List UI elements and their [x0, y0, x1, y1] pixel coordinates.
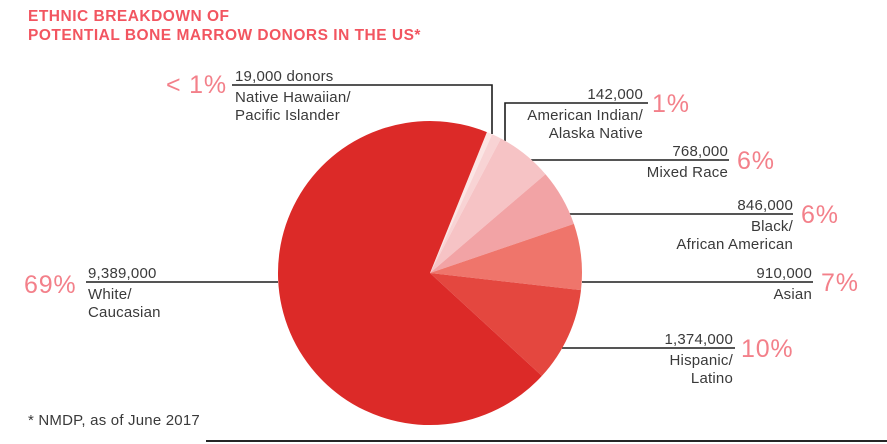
bottom-divider: [206, 440, 887, 442]
callout-hispanic-latino: 1,374,000 Hispanic/ Latino: [593, 331, 733, 388]
title-line-2: POTENTIAL BONE MARROW DONORS IN THE US*: [28, 27, 421, 44]
source-footnote: * NMDP, as of June 2017: [28, 412, 200, 429]
leader-line-american-indian-alaska-native: [504, 102, 648, 141]
slice-name-white-line1: White/: [88, 286, 132, 303]
callout-asian: 910,000 Asian: [682, 265, 812, 304]
slice-name-white-line2: Caucasian: [88, 304, 161, 321]
donor-count-native-hawaiian: 19,000 donors: [235, 68, 334, 85]
callout-white-caucasian: 9,389,000 White/ Caucasian: [88, 265, 248, 322]
percent-label-white-caucasian: 69%: [24, 271, 77, 299]
pie-slice-american-indian-alaska-native: [430, 134, 501, 273]
slice-name-mixed-race: Mixed Race: [646, 164, 728, 181]
callout-american-indian: 142,000 American Indian/ Alaska Native: [483, 86, 643, 143]
slice-name-american-indian-line1: American Indian/: [527, 107, 643, 124]
donor-count-mixed-race: 768,000: [672, 143, 728, 160]
pie-slice-black-african-american: [430, 174, 574, 273]
pie-slice-native-hawaiian-pacific-islander: [430, 132, 493, 273]
callout-black-african-american: 846,000 Black/ African American: [613, 197, 793, 254]
percent-label-black-african-american: 6%: [801, 201, 839, 229]
donor-count-asian: 910,000: [756, 265, 812, 282]
slice-name-native-hawaiian-line2: Pacific Islander: [235, 107, 340, 124]
percent-label-asian: 7%: [821, 269, 859, 297]
pie-slice-hispanic-latino: [430, 273, 581, 376]
percent-label-native-hawaiian: < 1%: [166, 71, 227, 99]
page-title: ETHNIC BREAKDOWN OF POTENTIAL BONE MARRO…: [28, 7, 421, 45]
donor-count-american-indian: 142,000: [587, 86, 643, 103]
pie-slice-white-caucasian: [277, 121, 542, 426]
percent-label-mixed-race: 6%: [737, 147, 775, 175]
slice-name-black-line2: African American: [676, 236, 793, 253]
callout-mixed-race: 768,000 Mixed Race: [578, 143, 728, 182]
callout-native-hawaiian: 19,000 donors Native Hawaiian/ Pacific I…: [235, 68, 405, 125]
slice-name-hispanic-line2: Latino: [690, 370, 733, 387]
slice-name-hispanic-line1: Hispanic/: [669, 352, 733, 369]
percent-label-hispanic-latino: 10%: [741, 335, 794, 363]
pie-slice-mixed-race: [430, 138, 546, 273]
donor-count-black-african-american: 846,000: [737, 197, 793, 214]
percent-label-american-indian: 1%: [652, 90, 690, 118]
donor-count-white-caucasian: 9,389,000: [88, 265, 157, 282]
slice-name-native-hawaiian-line1: Native Hawaiian/: [235, 89, 351, 106]
slice-name-black-line1: Black/: [750, 218, 793, 235]
title-line-1: ETHNIC BREAKDOWN OF: [28, 8, 230, 25]
slice-name-asian: Asian: [773, 286, 812, 303]
pie-slice-asian: [430, 223, 582, 291]
leader-line-native-hawaiian-pacific-islander: [232, 84, 493, 134]
slice-name-american-indian-line2: Alaska Native: [548, 125, 643, 142]
donor-count-hispanic-latino: 1,374,000: [664, 331, 733, 348]
